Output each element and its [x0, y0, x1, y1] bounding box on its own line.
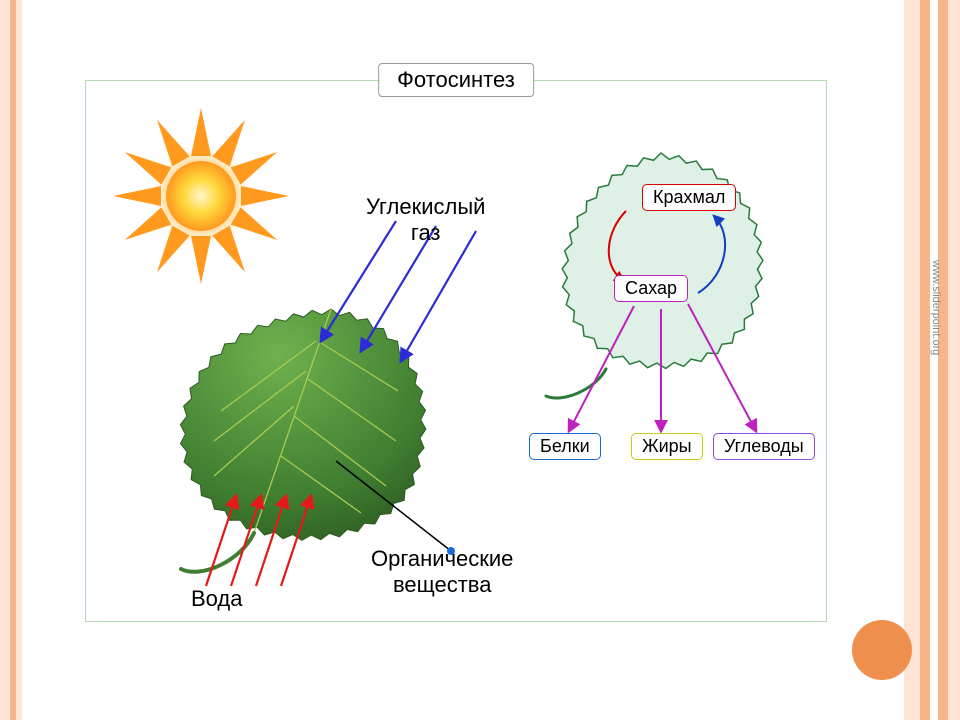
tag-proteins: Белки: [529, 433, 601, 460]
slide: www.sliderpoint.org Фотосинтез Углекислы…: [0, 0, 960, 720]
decor-band-left: [0, 0, 22, 720]
label-organic-line2: вещества: [371, 572, 513, 598]
decor-circle: [852, 620, 912, 680]
tag-starch: Крахмал: [642, 184, 736, 211]
tag-carbs: Углеводы: [713, 433, 815, 460]
tag-fats: Жиры: [631, 433, 703, 460]
label-organic-line1: Органические: [371, 546, 513, 572]
tag-sugar: Сахар: [614, 275, 688, 302]
label-organic: Органические вещества: [371, 546, 513, 598]
decor-band-right: [904, 0, 960, 720]
diagram-svg: [86, 81, 826, 621]
label-co2-line2: газ: [366, 220, 485, 246]
label-co2: Углекислый газ: [366, 194, 485, 246]
label-water: Вода: [191, 586, 243, 612]
watermark: www.sliderpoint.org: [930, 260, 942, 355]
label-co2-line1: Углекислый: [366, 194, 485, 220]
diagram-frame: Фотосинтез Углекислый газ Вода: [85, 80, 827, 622]
